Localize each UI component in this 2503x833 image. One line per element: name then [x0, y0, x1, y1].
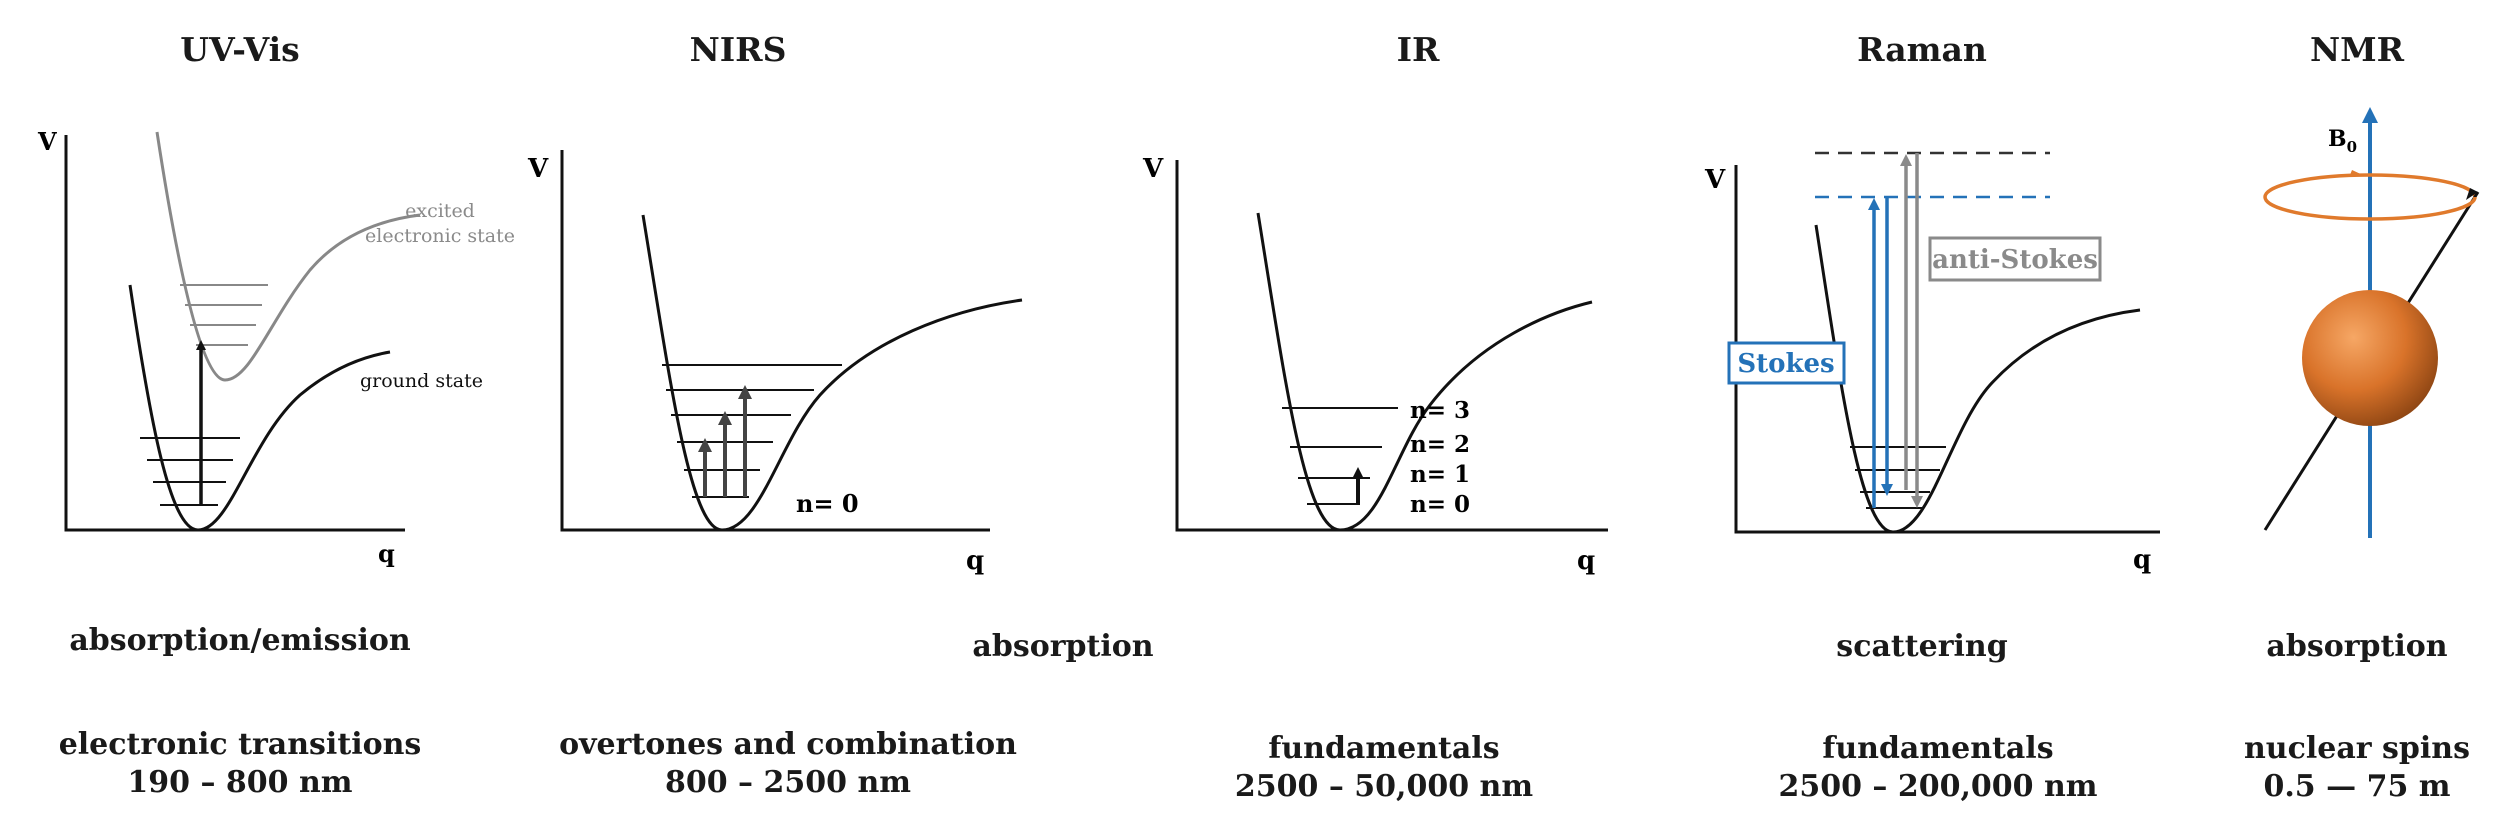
nirs-diagram: V q n= 0 [527, 150, 1023, 576]
raman-axis-q: q [2133, 545, 2151, 575]
raman-transition-block: fundamentals 2500 – 200,000 nm [1778, 730, 2097, 806]
nirs-transition: overtones and combination [559, 727, 1017, 762]
anti-stokes-label-box [1928, 236, 2102, 282]
nirs-axis-q: q [966, 546, 984, 576]
nmr-title: NMR [2309, 30, 2405, 69]
ir-axis-v: V [1142, 154, 1164, 184]
uvvis-transition-block: electronic transitions 190 – 800 nm [59, 726, 422, 802]
raman-axes [1734, 165, 2160, 534]
raman-interaction: scattering [1836, 629, 2008, 664]
ir-axes [1175, 160, 1608, 532]
orbit-arrow-icon [2350, 170, 2365, 176]
raman-range: 2500 – 200,000 nm [1778, 769, 2098, 804]
uvvis-range: 190 – 800 nm [127, 765, 353, 800]
raman-title: Raman [1857, 30, 1987, 69]
ir-range: 2500 – 50,000 nm [1234, 769, 1534, 804]
ground-state-label: ground state [360, 370, 483, 392]
b0-label: B0 [2328, 126, 2357, 156]
nmr-diagram: B0 [2263, 107, 2480, 538]
ir-potential-curve [1256, 212, 1593, 532]
ground-state-curve [128, 284, 391, 532]
raman-transition: fundamentals [1822, 731, 2054, 766]
nucleus-sphere [2302, 290, 2438, 426]
raman-diagram: V q Stokes anti-Stokes [1704, 151, 2160, 575]
nirs-level-label: n= 0 [796, 489, 859, 518]
uvvis-axes [64, 135, 405, 532]
raman-potential-curve [1814, 224, 2141, 534]
ir-level-3: n= 3 [1410, 397, 1470, 424]
spin-arrow-icon [2466, 188, 2478, 200]
uvvis-transition: electronic transitions [58, 727, 422, 762]
stokes-label-box [1727, 341, 1846, 385]
nirs-axis-v: V [527, 154, 549, 184]
uvvis-axis-q: q [378, 539, 395, 568]
nirs-title: NIRS [689, 30, 787, 69]
nirs-range: 800 – 2500 nm [664, 765, 912, 800]
shared-interaction: absorption [972, 629, 1154, 664]
excited-label-1: excited [405, 200, 475, 222]
nmr-transition-block: nuclear spins 0.5 — 75 m [2244, 730, 2470, 806]
ir-diagram: V q n= 3 n= 2 n= 1 n= 0 [1142, 154, 1608, 576]
nmr-interaction: absorption [2266, 629, 2448, 664]
precession-orbit-back [2263, 173, 2477, 198]
raman-axis-v: V [1704, 165, 1726, 195]
precession-orbit-front [2263, 196, 2477, 221]
ir-transition-block: fundamentals 2500 – 50,000 nm [1235, 730, 1533, 806]
nirs-potential-curve [641, 214, 1023, 532]
excited-state-curve [155, 131, 421, 382]
uvvis-title: UV-Vis [180, 30, 300, 69]
uvvis-diagram: V q excited electronic state ground stat… [37, 127, 515, 568]
ir-axis-q: q [1577, 546, 1595, 576]
nmr-range: 0.5 — 75 m [2263, 769, 2451, 804]
ir-title: IR [1396, 30, 1440, 69]
uvvis-interaction: absorption/emission [69, 623, 411, 658]
ir-level-1: n= 1 [1410, 461, 1470, 488]
nirs-transition-block: overtones and combination 800 – 2500 nm [559, 726, 1017, 802]
stokes-label: Stokes [1737, 349, 1834, 379]
uvvis-axis-v: V [37, 127, 57, 156]
ir-transition: fundamentals [1268, 731, 1500, 766]
nmr-transition: nuclear spins [2243, 731, 2471, 766]
excited-label-2: electronic state [365, 225, 515, 247]
anti-stokes-label: anti-Stokes [1932, 245, 2098, 275]
ir-level-0: n= 0 [1410, 491, 1470, 518]
nirs-axes [560, 150, 990, 532]
ir-level-2: n= 2 [1410, 431, 1470, 458]
